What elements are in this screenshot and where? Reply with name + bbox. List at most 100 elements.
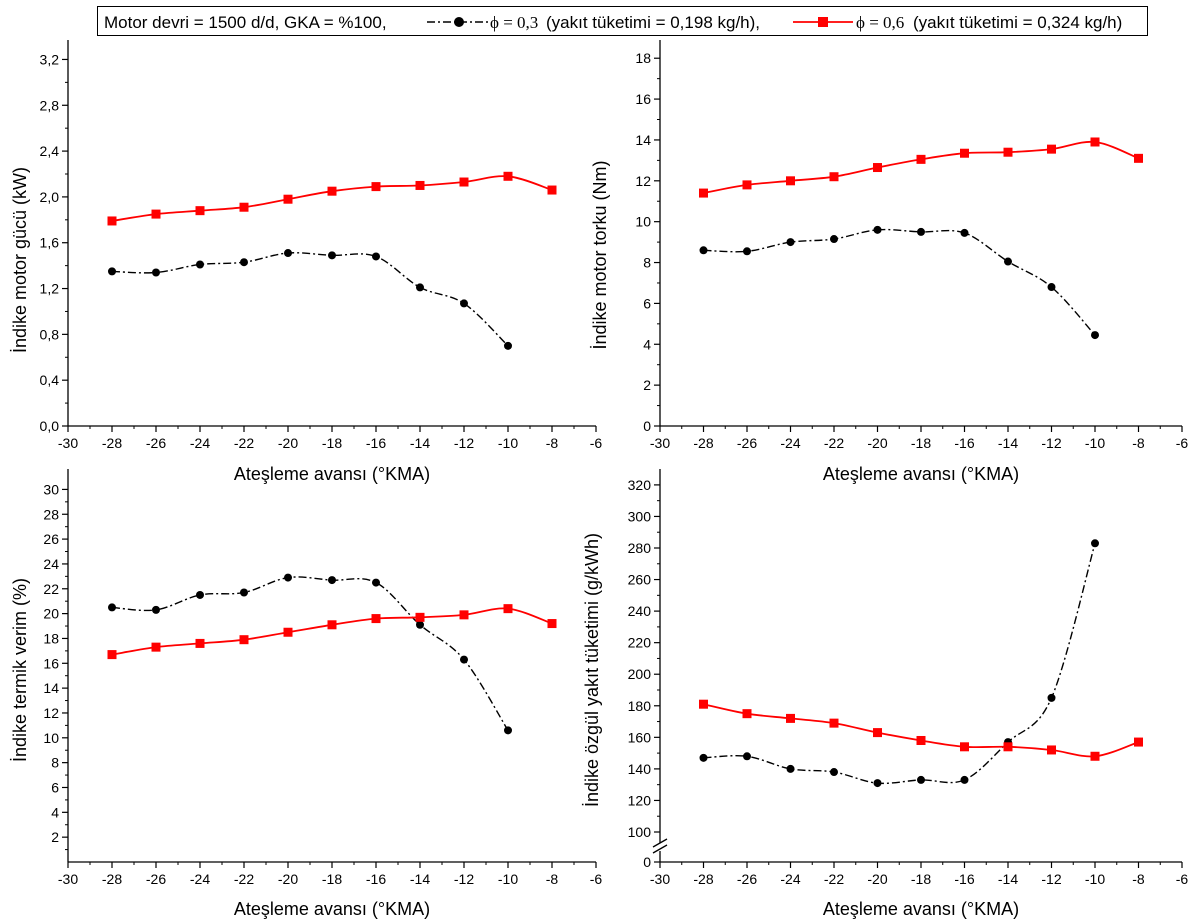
x-tick-label: -20 — [278, 435, 298, 451]
y-axis-title: İndike özgül yakıt tüketimi (g/kWh) — [582, 533, 602, 807]
series-1-line — [703, 228, 1096, 336]
x-tick-label: -30 — [650, 435, 670, 451]
series-1-point — [873, 779, 882, 788]
x-tick-label: -14 — [410, 871, 430, 887]
series-2-point — [371, 182, 381, 192]
x-axis-title: Ateşleme avansı (°KMA) — [823, 464, 1019, 484]
y-tick-label: 30 — [43, 481, 59, 497]
y-axis-title: İndike termik verim (%) — [10, 578, 30, 762]
x-tick-label: -20 — [867, 871, 887, 887]
series-1-point — [1091, 331, 1099, 340]
legend-prefix: Motor devri = 1500 d/d, GKA = %100, — [104, 13, 387, 32]
series-1-point — [786, 238, 795, 247]
y-tick-label: 260 — [628, 572, 652, 588]
x-tick-label: -6 — [590, 871, 603, 887]
y-tick-label: 300 — [628, 508, 652, 524]
chart-panel-1: -30 -28 -26 -24 -22 -20 -18 -16 -14 -12 -10 -8 -6 0,0… — [10, 40, 602, 484]
x-tick-label: -16 — [954, 871, 974, 887]
series-1-point — [196, 260, 204, 269]
y-tick-label: 12 — [43, 705, 59, 721]
chart-panel-4: -30 -28 -26 -24 -22 -20 -18 -16 -14 -12 -10 -8 -6 0 10… — [582, 469, 1188, 919]
x-tick-label: -16 — [366, 871, 386, 887]
series-2-point — [1090, 137, 1100, 147]
y-tick-label: 0,8 — [40, 326, 60, 342]
y-tick-label: 280 — [628, 540, 652, 556]
y-tick-label: 16 — [635, 91, 651, 107]
y-tick-label: 220 — [628, 635, 652, 651]
y-tick-label: 2,0 — [40, 189, 60, 205]
series-2-line — [703, 140, 1139, 194]
series-1-point — [1091, 539, 1099, 548]
series-2-point — [742, 180, 752, 190]
x-tick-label: -22 — [824, 871, 844, 887]
y-tick-label: 28 — [43, 506, 59, 522]
x-tick-label: -28 — [102, 435, 122, 451]
axis-break-mark — [652, 844, 668, 854]
y-tick-label: 4 — [51, 804, 59, 820]
series-2-point — [547, 185, 557, 195]
series-2-point — [873, 728, 882, 738]
y-tick-label: 240 — [628, 603, 652, 619]
series-2-point — [503, 171, 513, 181]
y-tick-label: 6 — [643, 295, 651, 311]
series-2-point — [195, 206, 205, 216]
series-1-point — [372, 578, 380, 587]
series-2-point — [786, 176, 795, 186]
x-tick-label: -26 — [146, 435, 166, 451]
x-tick-label: -22 — [824, 435, 844, 451]
series-1-point — [328, 576, 336, 585]
y-tick-label: 12 — [635, 173, 651, 189]
series-1-point — [917, 227, 925, 236]
y-tick-label: 0,4 — [40, 372, 60, 388]
y-tick-label: 2 — [51, 829, 59, 845]
x-tick-label: -26 — [146, 871, 166, 887]
x-tick-label: -8 — [546, 871, 559, 887]
y-tick-label: 10 — [43, 730, 59, 746]
series-1-point — [743, 752, 751, 761]
x-tick-label: -12 — [454, 871, 474, 887]
y-tick-label: 1,6 — [40, 235, 60, 251]
x-tick-label: -30 — [58, 435, 78, 451]
x-tick-label: -6 — [1176, 435, 1189, 451]
chart-panel-3: -30 -28 -26 -24 -22 -20 -18 -16 -14 -12 -10 -8 -6246… — [10, 469, 602, 919]
x-axis-title: Ateşleme avansı (°KMA) — [823, 899, 1019, 919]
series-2-point — [107, 650, 117, 660]
series-2-point — [239, 202, 249, 212]
y-tick-label: 140 — [628, 761, 652, 777]
axis-break-mark — [652, 838, 668, 848]
series-1-point — [328, 251, 336, 260]
y-tick-label: 2 — [643, 377, 651, 393]
series-2-line — [111, 607, 553, 656]
x-tick-label: -30 — [58, 871, 78, 887]
y-axis-title: İndike motor torku (Nm) — [590, 160, 610, 349]
y-tick-label: 16 — [43, 655, 59, 671]
y-tick-label: 18 — [43, 630, 59, 646]
y-tick-label: 3,2 — [40, 51, 60, 67]
series-2-point — [829, 718, 839, 728]
x-tick-label: -16 — [954, 435, 974, 451]
legend-series2-marker — [818, 17, 828, 27]
series-1-point — [108, 267, 116, 276]
y-tick-label: 100 — [628, 824, 652, 840]
y-tick-label: 6 — [51, 779, 59, 795]
y-tick-label: 200 — [628, 666, 652, 682]
series-1-point — [416, 620, 424, 629]
legend: Motor devri = 1500 d/d, GKA = %100, ϕ = … — [97, 6, 1148, 36]
series-2-point — [327, 620, 337, 630]
series-1-point — [830, 235, 838, 244]
series-1-point — [830, 768, 838, 777]
x-axis-title: Ateşleme avansı (°KMA) — [234, 899, 430, 919]
x-tick-label: -24 — [190, 871, 210, 887]
series-2-line — [111, 175, 553, 222]
series-1-point — [416, 283, 424, 292]
series-1-point — [108, 603, 116, 612]
series-1-line — [111, 252, 509, 347]
series-1-point — [152, 268, 160, 277]
series-1-point — [743, 247, 751, 256]
legend-series1-marker — [454, 17, 464, 27]
y-tick-label: 20 — [43, 606, 59, 622]
x-tick-label: -6 — [1176, 871, 1189, 887]
series-1-point — [1004, 257, 1012, 266]
x-tick-label: -18 — [911, 871, 931, 887]
